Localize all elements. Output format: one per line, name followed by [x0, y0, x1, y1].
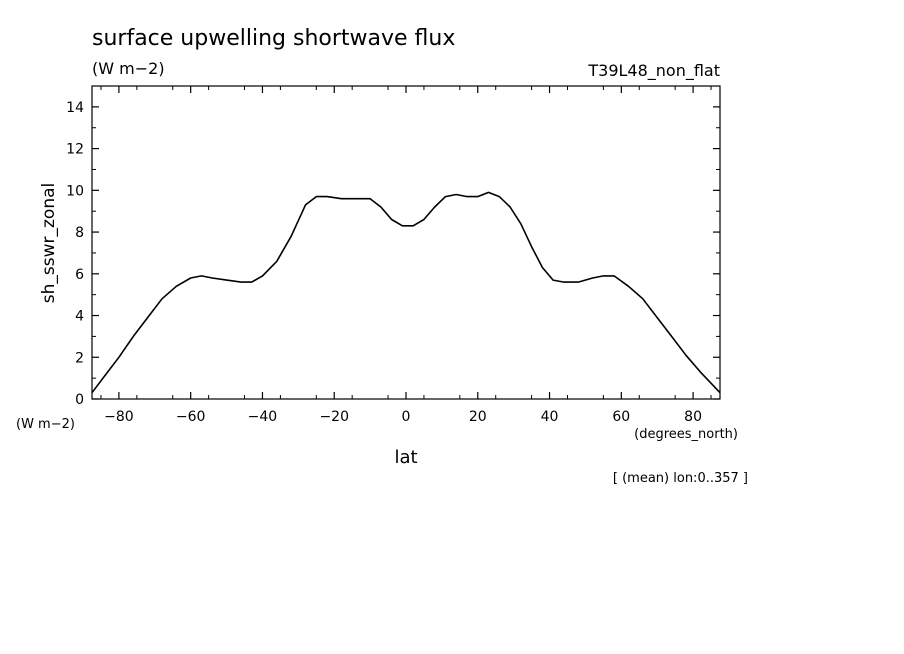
x-tick-label: 0 — [402, 409, 411, 425]
y-tick-label: 14 — [66, 100, 84, 116]
x-tick-label: −40 — [248, 409, 278, 425]
y-tick-label: 0 — [75, 392, 84, 408]
y-tick-label: 2 — [75, 350, 84, 366]
series-line — [91, 191, 721, 394]
y-tick-label: 12 — [66, 142, 84, 158]
x-axis-label: lat — [394, 447, 417, 468]
y-axis-ticks — [92, 85, 720, 400]
x-tick-label: 60 — [612, 409, 630, 425]
plot-frame — [91, 85, 721, 400]
x-tick-label: 80 — [684, 409, 702, 425]
x-axis-tick-labels: −80 −60 −40 −20 0 20 40 60 80 — [104, 409, 702, 425]
y-tick-label: 10 — [66, 183, 84, 199]
y-tick-label: 4 — [75, 309, 84, 325]
run-label: T39L48_non_flat — [587, 61, 720, 81]
x-axis-ticks — [100, 86, 712, 399]
y-tick-label: 6 — [75, 267, 84, 283]
x-tick-label: −80 — [104, 409, 134, 425]
footnote: [ (mean) lon:0..357 ] — [613, 471, 748, 486]
x-tick-label: 40 — [541, 409, 559, 425]
units-label: (W m−2) — [92, 59, 165, 78]
x-tick-label: −20 — [319, 409, 349, 425]
y-axis-label: sh_sswr_zonal — [39, 183, 59, 303]
x-tick-label: −60 — [176, 409, 206, 425]
y-tick-label: 8 — [75, 225, 84, 241]
x-axis-units: (degrees_north) — [634, 427, 738, 442]
chart-title: surface upwelling shortwave flux — [92, 26, 455, 51]
y-axis-tick-labels: 0 2 4 6 8 10 12 14 — [66, 100, 84, 408]
x-tick-label: 20 — [469, 409, 487, 425]
y-axis-units: (W m−2) — [16, 417, 75, 432]
